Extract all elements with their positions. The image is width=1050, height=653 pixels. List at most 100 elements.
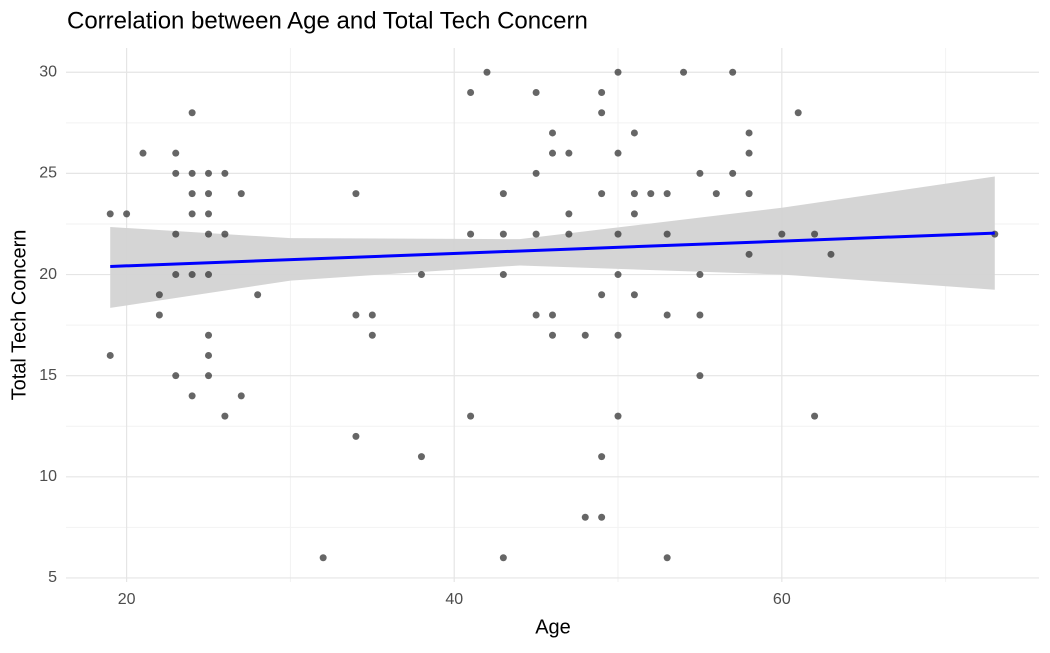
point (565, 230, 573, 238)
point (581, 331, 589, 339)
point (745, 149, 753, 157)
point (598, 89, 606, 96)
point (123, 210, 131, 218)
point (794, 109, 802, 117)
point (598, 190, 606, 198)
point (467, 230, 475, 238)
point (205, 190, 213, 198)
point (811, 230, 819, 238)
point (811, 412, 819, 420)
confidence-band (110, 176, 995, 308)
point (565, 149, 573, 157)
point (712, 190, 720, 198)
point (614, 412, 622, 420)
point (188, 190, 196, 198)
y-tick-label: 25 (39, 165, 57, 182)
point (729, 68, 737, 76)
point (221, 230, 229, 238)
point (172, 149, 180, 157)
point (188, 210, 196, 218)
point (106, 210, 114, 218)
point (680, 68, 688, 76)
point (745, 129, 753, 137)
point (630, 190, 638, 198)
x-tick-label: 20 (118, 591, 136, 608)
point (106, 351, 114, 359)
point (467, 412, 475, 420)
point (549, 311, 556, 319)
y-tick-label: 5 (48, 569, 57, 586)
point (483, 68, 491, 76)
point (172, 372, 180, 380)
point (532, 169, 540, 177)
point (368, 311, 376, 319)
point (467, 89, 475, 96)
point (630, 291, 638, 299)
point (417, 453, 425, 461)
point (205, 230, 213, 238)
point (205, 372, 213, 380)
point (549, 129, 556, 137)
point (155, 291, 163, 299)
point (549, 331, 556, 339)
point (598, 513, 606, 521)
point (663, 230, 671, 238)
point (352, 432, 360, 440)
y-tick-label: 30 (39, 63, 57, 80)
point (745, 250, 753, 258)
point (696, 169, 704, 177)
point (205, 210, 213, 218)
point (647, 190, 655, 198)
point (778, 230, 786, 238)
point (205, 169, 213, 177)
point (499, 271, 507, 279)
point (614, 271, 622, 279)
point (499, 190, 507, 198)
point (663, 190, 671, 198)
y-tick-label: 10 (39, 468, 57, 485)
point (368, 331, 376, 339)
y-axis-label: Total Tech Concern (8, 230, 30, 401)
point (565, 210, 573, 218)
fit-line (110, 231, 995, 268)
chart-title: Correlation between Age and Total Tech C… (67, 7, 588, 34)
point (172, 230, 180, 238)
point (155, 311, 163, 319)
point (549, 149, 556, 157)
point (614, 230, 622, 238)
point (614, 331, 622, 339)
y-tick-label: 20 (39, 266, 57, 283)
point (188, 392, 196, 400)
point (205, 351, 213, 359)
point (598, 453, 606, 461)
point (532, 230, 540, 238)
point (630, 129, 638, 137)
point (745, 190, 753, 198)
point (696, 372, 704, 380)
point (237, 392, 245, 400)
point (237, 190, 245, 198)
point (205, 331, 213, 339)
point (729, 169, 737, 177)
point (205, 271, 213, 279)
point (139, 149, 147, 157)
point (499, 230, 507, 238)
x-axis-label: Age (535, 616, 571, 638)
point (417, 271, 425, 279)
point (352, 311, 360, 319)
x-tick-label: 40 (445, 591, 463, 608)
point (696, 311, 704, 319)
point (188, 169, 196, 177)
point (499, 554, 507, 562)
point (532, 89, 540, 96)
point (172, 169, 180, 177)
point (188, 271, 196, 279)
y-tick-label: 15 (39, 367, 57, 384)
point (221, 412, 229, 420)
point (221, 169, 229, 177)
x-tick-label: 60 (773, 591, 791, 608)
point (188, 109, 196, 117)
point (598, 109, 606, 117)
point (352, 190, 360, 198)
